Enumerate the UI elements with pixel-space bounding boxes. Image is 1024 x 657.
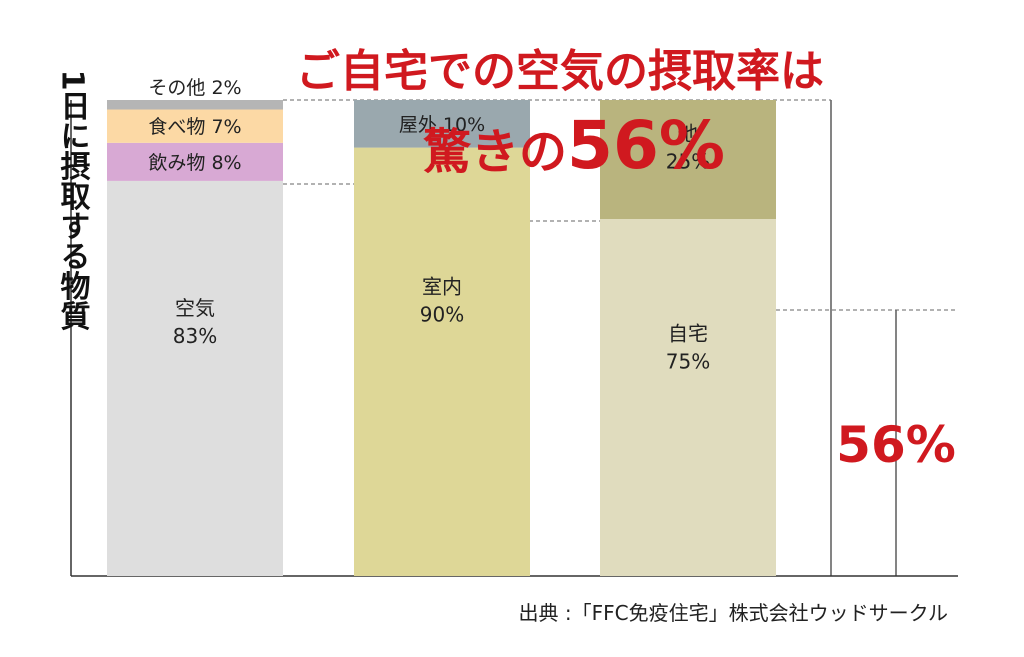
bar-2-segment-1-value: 90% — [420, 302, 464, 326]
bar-3-segment-2-value: 25% — [666, 149, 710, 173]
bar-1-segment-1-label: 空気 — [175, 296, 215, 320]
title-line2-prefix: 驚きの — [423, 124, 567, 180]
bar-3-segment-2-label: 他 — [678, 121, 698, 145]
bar-1-segment-4 — [107, 100, 283, 110]
title-line2: 驚きの56% — [423, 107, 725, 184]
source-note: 出典 :「FFC免疫住宅」株式会社ウッドサークル — [519, 601, 948, 625]
bar-2-segment-1-label: 室内 — [422, 274, 462, 298]
bar-1-segment-4-label: その他 2% — [148, 77, 241, 99]
bar-2-segment-2 — [354, 100, 530, 148]
title-line1: ご自宅での空気の摂取率は — [296, 46, 824, 97]
title-line2-value: 56% — [567, 107, 725, 184]
bars-group: 空気 83% 飲み物 8% 食べ物 7% その他 2% 室内 90% 屋外 10% 自宅 75% 他… — [107, 77, 776, 577]
bar-2-segment-2-label: 屋外 10% — [399, 114, 485, 136]
bar-3-segment-1-label: 自宅 — [668, 321, 708, 345]
bar-1-segment-1-value: 83% — [173, 324, 217, 348]
y-axis-label: 1日に摂取する物質 — [55, 70, 91, 332]
bar-3-segment-2 — [600, 100, 776, 219]
bar-1-segment-1 — [107, 180, 283, 577]
bar-1-segment-2 — [107, 142, 283, 181]
result-value: 56% — [836, 416, 956, 474]
bar-2-segment-1 — [354, 147, 530, 576]
bar-1-segment-3-label: 食べ物 7% — [148, 116, 241, 138]
bar-1-segment-3 — [107, 109, 283, 143]
bar-3-segment-1-value: 75% — [666, 349, 710, 373]
bar-3-segment-1 — [600, 219, 776, 576]
bar-1-segment-2-label: 飲み物 8% — [148, 152, 241, 174]
